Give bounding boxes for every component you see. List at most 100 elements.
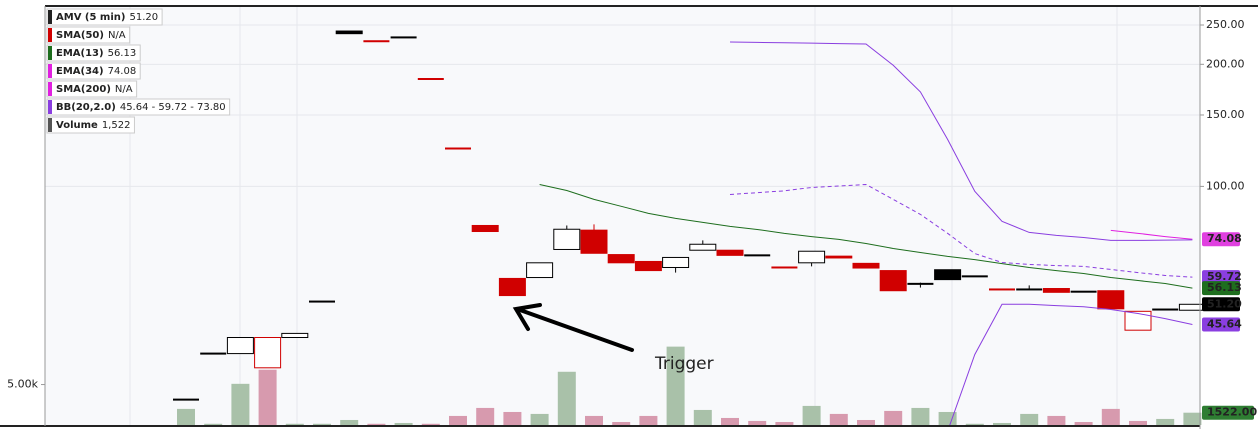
legend-swatch (48, 64, 52, 78)
candle-body (607, 254, 635, 264)
legend-box (46, 98, 231, 116)
price-label-bg (1202, 232, 1240, 247)
candle-body (363, 40, 390, 43)
volume-bar (204, 423, 223, 425)
candle-body (1097, 290, 1125, 310)
candle-body (934, 269, 962, 281)
volume-bar (693, 409, 712, 425)
price-label: 1522.00 (1202, 405, 1257, 420)
price-label-text: 45.64 (1207, 318, 1242, 331)
y-tick-label: 250.00 (1206, 18, 1245, 31)
candle-body (1152, 308, 1179, 311)
volume-bar (285, 423, 304, 425)
legend-swatch (48, 10, 52, 24)
volume-bar (802, 405, 821, 425)
candle-body (471, 224, 499, 233)
volume-bar (612, 422, 631, 425)
price-label-text: 1522.00 (1207, 406, 1257, 419)
y-tick-label: 200.00 (1206, 57, 1245, 70)
candle-body (580, 229, 608, 254)
volume-bar (258, 369, 277, 425)
legend-box (46, 62, 141, 80)
candle-body (1016, 288, 1043, 291)
volume-bar (1074, 422, 1093, 425)
candle-body (744, 254, 771, 257)
legend-box (46, 26, 131, 44)
candle-body (689, 243, 717, 251)
y-tick-label: 150.00 (1206, 108, 1245, 121)
volume-bar (911, 407, 930, 425)
price-label-bg (1202, 405, 1254, 420)
volume-bar (557, 371, 576, 425)
candle-body (335, 30, 363, 35)
legend-name: BB(20,2.0) (56, 102, 116, 113)
legend-swatch (48, 46, 52, 60)
volume-bar (394, 422, 413, 425)
legend-name: EMA(13) (56, 48, 104, 59)
volume-bar (884, 410, 903, 425)
volume-bar (177, 408, 195, 425)
volume-bar (1129, 420, 1147, 425)
volume-bar (231, 383, 250, 425)
candle-body (798, 250, 826, 264)
legend-name: AMV (5 min) (56, 12, 125, 23)
legend-reading: N/A (115, 84, 133, 95)
volume-bar (1020, 413, 1039, 425)
legend-box (46, 80, 138, 98)
price-label-text: 51.20 (1207, 297, 1242, 310)
y2-tick-label: 5.00k (7, 378, 38, 391)
legend-name: Volume (56, 120, 98, 131)
candle-body (200, 352, 227, 355)
volume-bar (1183, 412, 1202, 425)
indicator-line (729, 41, 1193, 241)
candle-body (634, 260, 662, 272)
volume-bar (965, 423, 984, 425)
candle-body (771, 266, 798, 269)
volume-bar (1101, 408, 1120, 425)
legend-swatch (48, 82, 52, 96)
legend-name: EMA(34) (56, 66, 104, 77)
price-label: 74.08 (1202, 232, 1242, 247)
legend-box (46, 44, 141, 62)
price-label-bg (1202, 281, 1240, 296)
price-label-text: 59.72 (1207, 270, 1242, 283)
candle-body (173, 398, 199, 401)
indicator-line (949, 303, 1193, 425)
price-label-text: 74.08 (1207, 232, 1242, 245)
candle-body (309, 300, 335, 303)
price-label-text: 56.13 (1207, 281, 1242, 294)
candle-body (961, 275, 988, 278)
volume-bar (530, 413, 549, 425)
volume-bar (449, 415, 467, 425)
legend-box (46, 8, 163, 26)
candle-body (716, 249, 744, 256)
volume-bar (857, 419, 875, 425)
candle-body (1124, 310, 1152, 331)
candle-body (390, 36, 417, 39)
legend-swatch (48, 100, 52, 114)
price-label: 51.20 (1202, 297, 1242, 312)
candle-body (1178, 303, 1206, 311)
candle-body (226, 337, 254, 355)
volume-bar (666, 346, 685, 425)
price-label: 59.72 (1202, 270, 1242, 285)
volume-bar (503, 411, 522, 425)
legend-reading: 74.08 (108, 66, 137, 77)
price-label-bg (1202, 270, 1240, 285)
candle-body (1070, 290, 1097, 293)
candle-body (281, 332, 309, 339)
legend-name: SMA(200) (56, 84, 111, 95)
price-label: 56.13 (1202, 281, 1242, 296)
candle-body (662, 256, 690, 268)
volume-bar (938, 411, 957, 425)
candle-body (526, 262, 554, 279)
indicator-line (539, 183, 1193, 289)
indicator-line (1110, 229, 1193, 240)
annotation: Trigger (654, 354, 714, 374)
legend-reading: 45.64 - 59.72 - 73.80 (120, 102, 226, 113)
legend-reading: 1,522 (102, 120, 131, 131)
volume-bar (1047, 415, 1066, 425)
volume-bar (476, 407, 495, 425)
legend-swatch (48, 28, 52, 42)
